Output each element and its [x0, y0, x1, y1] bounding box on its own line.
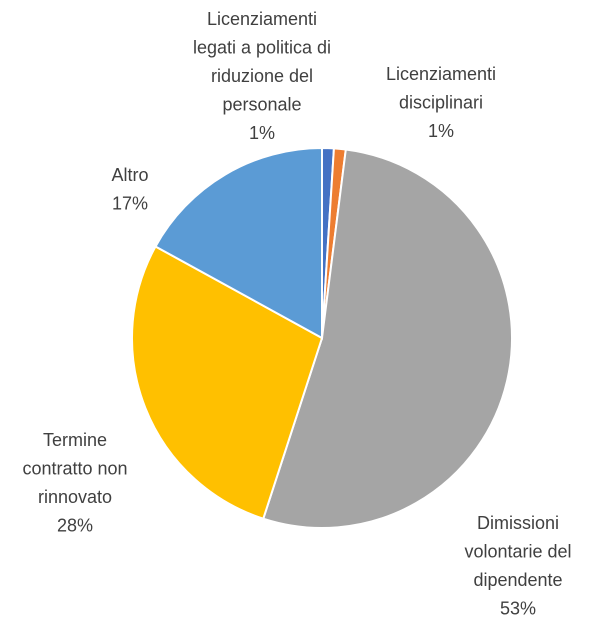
slice-label: Licenziamenti legati a politica di riduzio… [193, 9, 331, 115]
pie-slice [131, 245, 324, 520]
pie-slice [262, 148, 513, 529]
value-label: 17% [112, 193, 148, 213]
slice-label: Dimissioni volontarie del dipendente [464, 513, 571, 590]
slice-label: Termine contratto non rinnovato [22, 430, 127, 507]
value-label: 28% [57, 515, 93, 535]
pie-slice [154, 146, 323, 340]
value-label: 1% [428, 121, 454, 141]
slice-label: Altro [111, 165, 148, 185]
value-label: 53% [500, 598, 536, 618]
value-label: 1% [249, 123, 275, 143]
slice-label: Licenziamenti disciplinari [386, 64, 496, 113]
